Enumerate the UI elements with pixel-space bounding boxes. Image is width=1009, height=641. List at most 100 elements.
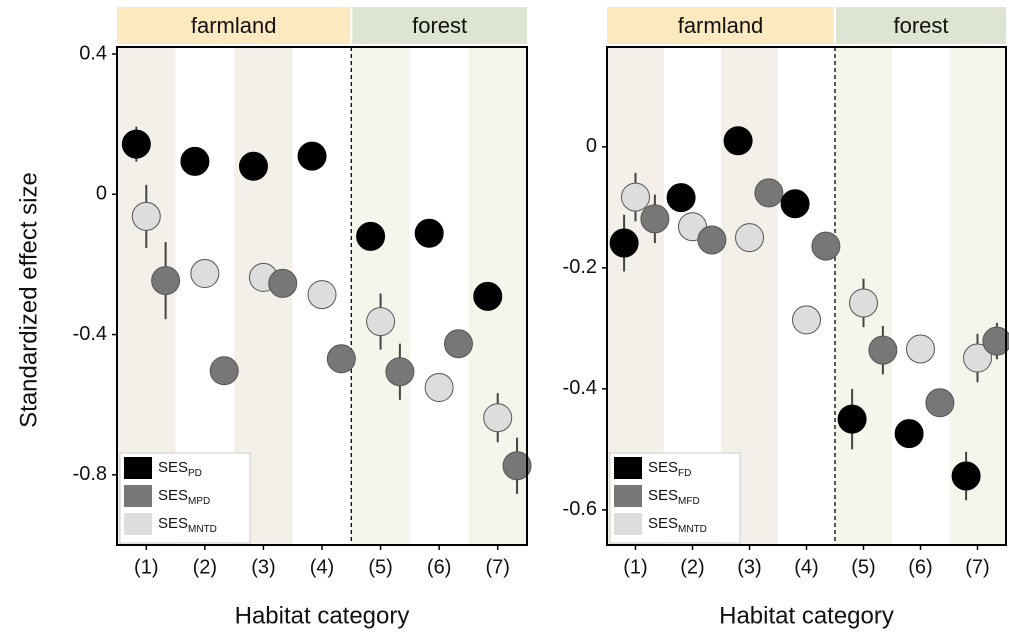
legend-subscript: FD bbox=[678, 468, 691, 479]
point bbox=[735, 223, 764, 253]
point bbox=[180, 146, 210, 176]
x-tick-label: (1) bbox=[134, 556, 158, 578]
point bbox=[697, 225, 727, 255]
group-header bbox=[836, 7, 1006, 44]
y-axis-label: Standardized effect size bbox=[15, 172, 42, 428]
legend-label: SESPD bbox=[158, 459, 202, 479]
point bbox=[414, 218, 444, 248]
point bbox=[868, 335, 898, 365]
legend-subscript: MNTD bbox=[188, 524, 217, 535]
point bbox=[356, 221, 386, 251]
y-tick-label: 0.4 bbox=[79, 42, 107, 64]
point bbox=[849, 288, 878, 318]
legend-subscript: MPD bbox=[188, 496, 210, 507]
legend-swatch bbox=[124, 485, 152, 507]
point bbox=[443, 329, 473, 359]
x-axis-label: Habitat category bbox=[235, 602, 410, 629]
group-label: farmland bbox=[678, 13, 764, 38]
point bbox=[268, 268, 298, 298]
group-label: forest bbox=[412, 13, 467, 38]
point bbox=[723, 126, 753, 156]
point bbox=[190, 259, 220, 289]
legend-swatch bbox=[124, 457, 152, 479]
point bbox=[951, 461, 981, 491]
y-tick-label: 0 bbox=[586, 135, 597, 157]
point bbox=[925, 388, 955, 418]
point bbox=[906, 334, 935, 364]
legend-name: SES bbox=[158, 515, 188, 532]
point bbox=[385, 357, 415, 387]
legend-name: SES bbox=[648, 459, 678, 476]
point bbox=[621, 182, 650, 212]
point bbox=[754, 178, 784, 208]
plot-frame bbox=[116, 46, 528, 546]
x-tick-label: (3) bbox=[251, 556, 275, 578]
point bbox=[483, 403, 513, 433]
group-label: farmland bbox=[191, 13, 277, 38]
panel: farmland forest 0 -0.2 -0.4 -0.6 (1) (2) (3) (4) (… bbox=[563, 7, 1009, 629]
x-tick-label: (4) bbox=[794, 556, 818, 578]
legend-subscript: MFD bbox=[678, 496, 700, 507]
group-header bbox=[117, 7, 351, 44]
legend-swatch bbox=[614, 457, 642, 479]
point bbox=[151, 266, 181, 296]
group-header bbox=[607, 7, 834, 44]
legend-swatch bbox=[614, 513, 642, 535]
x-tick-label: (6) bbox=[427, 556, 451, 578]
point bbox=[982, 326, 1009, 356]
point bbox=[837, 404, 867, 434]
legend-swatch bbox=[614, 485, 642, 507]
point bbox=[609, 228, 639, 258]
legend-label: SESMPD bbox=[158, 487, 210, 507]
x-tick-label: (2) bbox=[193, 556, 217, 578]
x-axis-label: Habitat category bbox=[719, 602, 894, 629]
legend-label: SESMNTD bbox=[648, 515, 707, 535]
point bbox=[307, 280, 337, 310]
legend-name: SES bbox=[158, 459, 188, 476]
point bbox=[131, 201, 161, 231]
legend-label: SESMNTD bbox=[158, 515, 217, 535]
x-tick-label: (5) bbox=[368, 556, 392, 578]
y-tick-label: 0 bbox=[96, 183, 107, 205]
point bbox=[297, 141, 327, 171]
legend-name: SES bbox=[158, 487, 188, 504]
x-tick-label: (7) bbox=[965, 556, 989, 578]
y-tick-label: -0.4 bbox=[73, 323, 107, 345]
point bbox=[424, 373, 454, 403]
legend-swatch bbox=[124, 513, 152, 535]
category-band bbox=[409, 47, 469, 545]
point bbox=[238, 151, 268, 181]
category-band bbox=[949, 47, 1006, 545]
group-header bbox=[352, 7, 527, 44]
point bbox=[366, 307, 396, 337]
legend-label: SESFD bbox=[648, 459, 691, 479]
point bbox=[121, 129, 151, 159]
point bbox=[502, 451, 532, 481]
x-tick-label: (7) bbox=[485, 556, 509, 578]
category-band bbox=[892, 47, 949, 545]
x-tick-label: (6) bbox=[908, 556, 932, 578]
x-tick-label: (1) bbox=[623, 556, 647, 578]
panel: farmland forest 0.4 0 -0.4 -0.8 (1) (2) (3) (4) (5… bbox=[15, 7, 532, 629]
point bbox=[473, 281, 503, 311]
group-label: forest bbox=[893, 13, 948, 38]
plot-frame bbox=[606, 46, 1007, 546]
legend-label: SESMFD bbox=[648, 487, 700, 507]
legend-name: SES bbox=[648, 515, 678, 532]
legend-subscript: MNTD bbox=[678, 524, 707, 535]
x-tick-label: (4) bbox=[310, 556, 334, 578]
legend-subscript: PD bbox=[188, 468, 202, 479]
legend-name: SES bbox=[648, 487, 678, 504]
point bbox=[792, 305, 821, 335]
y-tick-label: -0.2 bbox=[563, 256, 597, 278]
point bbox=[963, 343, 992, 373]
x-tick-label: (2) bbox=[680, 556, 704, 578]
point bbox=[209, 356, 239, 386]
point bbox=[780, 189, 810, 219]
y-tick-label: -0.4 bbox=[563, 377, 597, 399]
point bbox=[666, 183, 696, 213]
point bbox=[811, 231, 841, 261]
point bbox=[640, 204, 670, 234]
point bbox=[894, 419, 924, 449]
